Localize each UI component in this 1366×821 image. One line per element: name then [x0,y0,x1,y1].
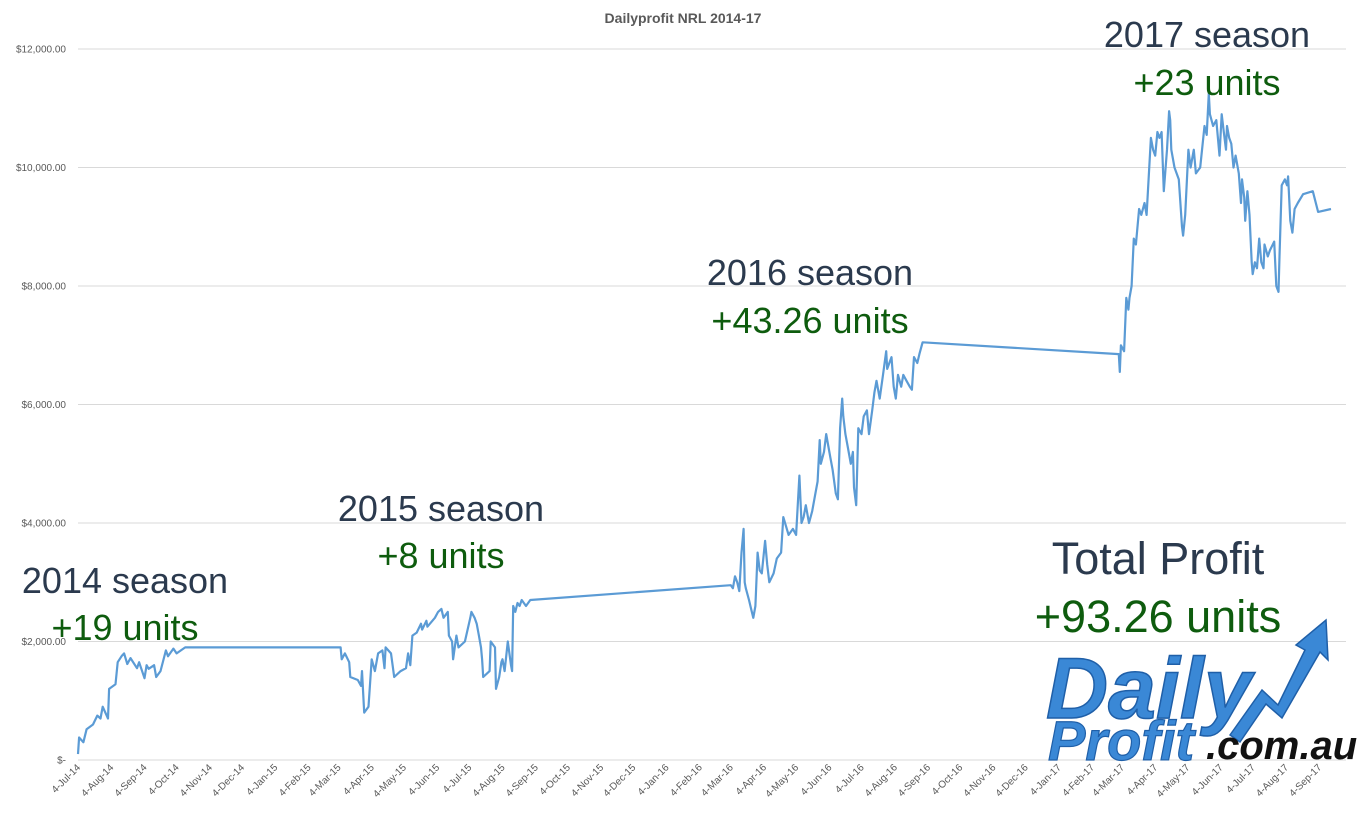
x-tick-label: 4-Jun-15 [407,762,443,798]
x-tick-label: 4-Oct-15 [538,762,574,798]
annotation-2014-units: +19 units [51,607,198,648]
x-tick-label: 4-Aug-16 [863,762,900,799]
y-tick-label: $2,000.00 [22,637,67,648]
x-tick-label: 4-Aug-14 [79,762,116,799]
x-tick-label: 4-Nov-15 [569,762,606,799]
logo-profit: Profit [1048,709,1197,772]
y-axis-ticks: $- $2,000.00 $4,000.00 $6,000.00 $8,000.00 $1… [16,45,66,767]
x-tick-label: 4-Sep-14 [113,762,150,799]
chart-title: Dailyprofit NRL 2014-17 [605,10,762,26]
x-tick-label: 4-Aug-15 [471,762,508,799]
annotation-2016-units: +43.26 units [711,300,908,341]
y-tick-label: $10,000.00 [16,163,66,174]
annotation-2015: 2015 season +8 units [338,488,544,576]
annotation-2017-units: +23 units [1133,62,1280,103]
x-tick-label: 4-Sep-16 [896,762,933,799]
x-tick-label: 4-Jan-15 [245,762,281,798]
annotation-2016-season: 2016 season [707,252,913,293]
x-tick-label: 4-Jul-16 [833,762,867,796]
x-tick-label: 4-Feb-16 [668,762,705,799]
y-tick-label: $6,000.00 [22,400,67,411]
x-tick-label: 4-Oct-14 [146,762,182,798]
x-tick-label: 4-Jan-16 [636,762,672,798]
x-tick-label: 4-May-15 [371,762,409,800]
dailyprofit-logo: Daily Profit .com.au [1045,618,1357,773]
x-tick-label: 4-Dec-16 [994,762,1031,799]
x-tick-label: 4-Mar-16 [699,762,736,799]
total-profit-label: Total Profit [1052,533,1265,584]
x-tick-label: 4-Sep-15 [504,762,541,799]
x-tick-label: 4-Nov-14 [178,762,215,799]
y-tick-label: $- [57,756,66,767]
y-tick-label: $8,000.00 [22,282,67,293]
x-tick-label: 4-Dec-15 [601,762,638,799]
annotation-2014-season: 2014 season [22,560,228,601]
y-tick-label: $4,000.00 [22,519,67,530]
x-tick-label: 4-Mar-15 [307,762,344,799]
logo-daily: Daily [1046,641,1256,737]
y-gridlines [78,48,1346,642]
annotation-2017: 2017 season +23 units [1104,14,1310,103]
x-tick-label: 4-Jun-16 [799,762,835,798]
logo-domain: .com.au [1206,724,1357,768]
annotation-2015-units: +8 units [377,535,504,576]
annotation-2015-season: 2015 season [338,488,544,529]
profit-series-line [76,92,1332,755]
x-tick-label: 4-Nov-16 [962,762,999,799]
y-tick-label: $12,000.00 [16,45,66,56]
rising-arrow-icon [1228,618,1329,744]
annotation-2017-season: 2017 season [1104,14,1310,55]
x-tick-label: 4-May-16 [764,762,802,800]
annotation-2014: 2014 season +19 units [22,560,228,648]
annotation-2016: 2016 season +43.26 units [707,252,913,341]
x-tick-label: 4-Jul-15 [441,762,475,796]
total-profit-annotation: Total Profit +93.26 units [1035,533,1281,642]
total-profit-units: +93.26 units [1035,591,1281,642]
x-tick-label: 4-Oct-16 [930,762,966,798]
x-tick-label: 4-Jul-14 [50,762,84,796]
x-tick-label: 4-Dec-14 [210,762,247,799]
